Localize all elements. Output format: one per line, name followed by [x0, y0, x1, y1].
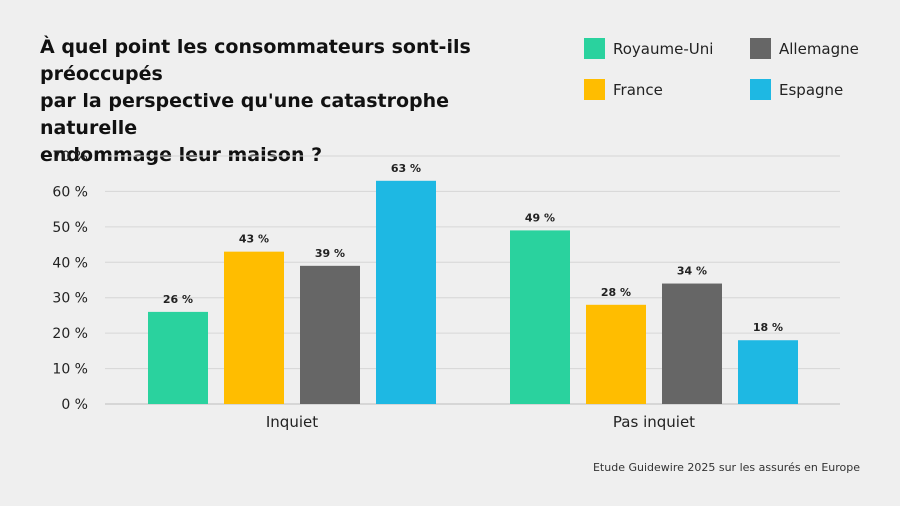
y-tick-label-6: 60 %: [52, 184, 88, 200]
y-tick-label-5: 50 %: [52, 220, 88, 236]
y-tick-label-2: 20 %: [52, 326, 88, 342]
bar-pas-inquiet-allemagne: [662, 283, 722, 404]
bar-inquiet-espagne: [376, 180, 436, 404]
legend-swatch-allemagne: [750, 38, 771, 59]
legend-label-allemagne: Allemagne: [779, 39, 859, 58]
source-note: Etude Guidewire 2025 sur les assurés en …: [592, 461, 860, 474]
chart-legend: Royaume-Uni Allemagne France Espagne: [584, 38, 870, 100]
y-tick-label-4: 40 %: [52, 255, 88, 271]
legend-item-france: France: [584, 79, 750, 100]
data-label-inquiet-allemagne: 39 %: [315, 247, 345, 260]
legend-item-allemagne: Allemagne: [750, 38, 870, 59]
bar-inquiet-allemagne: [300, 265, 360, 404]
chart-title-line-1: À quel point les consommateurs sont-ils …: [40, 36, 471, 85]
data-label-pas-inquiet-espagne: 18 %: [753, 321, 783, 334]
legend-item-royaume-uni: Royaume-Uni: [584, 38, 750, 59]
data-label-pas-inquiet-france: 28 %: [601, 286, 631, 299]
y-tick-label-1: 10 %: [52, 362, 88, 378]
bar-pas-inquiet-royaume-uni: [510, 230, 570, 404]
legend-label-royaume-uni: Royaume-Uni: [613, 39, 714, 58]
data-label-inquiet-espagne: 63 %: [391, 162, 421, 175]
chart-title: À quel point les consommateurs sont-ils …: [40, 34, 540, 169]
legend-swatch-france: [584, 79, 605, 100]
bar-pas-inquiet-france: [586, 304, 646, 404]
data-label-inquiet-royaume-uni: 26 %: [163, 293, 193, 306]
y-tick-label-7: 70 %: [52, 149, 88, 165]
bar-pas-inquiet-espagne: [738, 340, 798, 404]
bar-inquiet-royaume-uni: [148, 311, 208, 404]
chart-title-line-2: par la perspective qu'une catastrophe na…: [40, 90, 450, 139]
legend-item-espagne: Espagne: [750, 79, 870, 100]
legend-swatch-espagne: [750, 79, 771, 100]
data-label-pas-inquiet-allemagne: 34 %: [677, 265, 707, 278]
x-category-label-pas-inquiet: Pas inquiet: [613, 413, 695, 431]
y-tick-label-0: 0 %: [61, 397, 88, 413]
x-category-label-inquiet: Inquiet: [266, 413, 318, 431]
data-label-inquiet-france: 43 %: [239, 233, 269, 246]
bar-inquiet-france: [224, 251, 284, 404]
y-tick-label-3: 30 %: [52, 291, 88, 307]
legend-label-espagne: Espagne: [779, 80, 844, 99]
legend-label-france: France: [613, 80, 663, 99]
data-label-pas-inquiet-royaume-uni: 49 %: [525, 211, 555, 224]
legend-swatch-royaume-uni: [584, 38, 605, 59]
chart-title-line-3: endommage leur maison ?: [40, 144, 323, 166]
